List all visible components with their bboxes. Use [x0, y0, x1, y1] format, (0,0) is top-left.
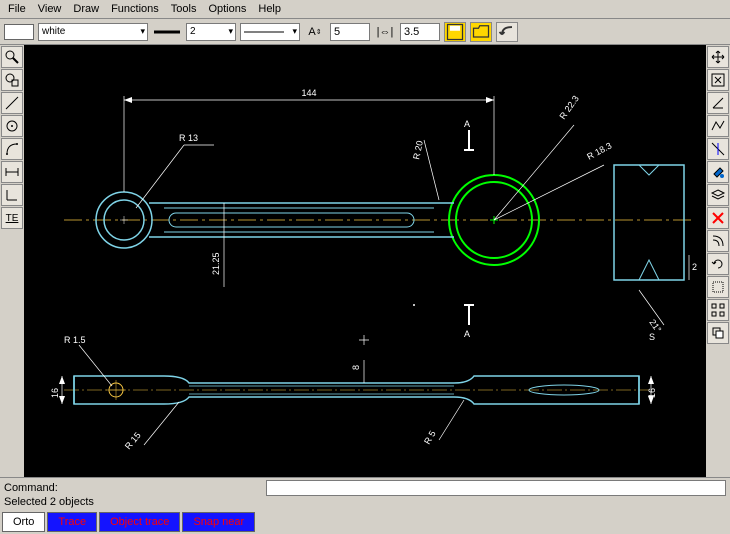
object-trace-toggle[interactable]: Object trace	[99, 512, 180, 532]
coord-tool[interactable]	[1, 184, 23, 206]
svg-text:R 15: R 15	[123, 430, 143, 451]
rotate-tool[interactable]	[707, 253, 729, 275]
dim-tool-icon: |⇔|	[374, 22, 396, 42]
command-area: Command: Selected 2 objects	[0, 477, 730, 510]
dim-height-field[interactable]: 3.5	[400, 23, 440, 41]
offset-tool[interactable]	[707, 230, 729, 252]
snap-near-toggle[interactable]: Snap near	[182, 512, 255, 532]
polyline-tool[interactable]	[707, 115, 729, 137]
zoom-window-tool[interactable]	[1, 69, 23, 91]
svg-text:R 5: R 5	[422, 429, 438, 446]
menu-help[interactable]: Help	[258, 3, 281, 15]
svg-text:16: 16	[50, 388, 60, 398]
paint-tool[interactable]	[707, 161, 729, 183]
svg-text:16: 16	[647, 388, 657, 398]
svg-text:8: 8	[351, 365, 361, 370]
svg-text:21.25: 21.25	[211, 252, 221, 275]
erase-tool[interactable]	[707, 207, 729, 229]
status-line: Selected 2 objects	[4, 496, 726, 508]
line-tool[interactable]	[1, 92, 23, 114]
trace-toggle[interactable]: Trace	[47, 512, 97, 532]
circle-tool[interactable]	[1, 115, 23, 137]
text-tool[interactable]: TE	[1, 207, 23, 229]
dimension-tool[interactable]	[1, 161, 23, 183]
menu-tools[interactable]: Tools	[171, 3, 197, 15]
menu-bar: File View Draw Functions Tools Options H…	[0, 0, 730, 19]
fillet-tool[interactable]	[707, 276, 729, 298]
svg-text:R 20: R 20	[411, 140, 425, 161]
lineweight-combo[interactable]: 2	[186, 23, 236, 41]
menu-functions[interactable]: Functions	[111, 3, 159, 15]
array-tool[interactable]	[707, 299, 729, 321]
undo-button[interactable]	[496, 22, 518, 42]
extents-tool[interactable]	[707, 69, 729, 91]
menu-file[interactable]: File	[8, 3, 26, 15]
command-input[interactable]	[266, 480, 726, 496]
menu-draw[interactable]: Draw	[73, 3, 99, 15]
menu-options[interactable]: Options	[208, 3, 246, 15]
zoom-tool[interactable]	[1, 46, 23, 68]
color-swatch[interactable]	[4, 24, 34, 40]
layer-tool[interactable]	[707, 184, 729, 206]
arc-tool[interactable]	[1, 138, 23, 160]
copy-tool[interactable]	[707, 322, 729, 344]
status-bar: Orto Trace Object trace Snap near	[0, 510, 730, 534]
svg-text:2: 2	[692, 262, 697, 272]
trim-tool[interactable]	[707, 138, 729, 160]
linetype-combo[interactable]	[240, 23, 300, 41]
color-combo[interactable]: white	[38, 23, 148, 41]
ucs-tool[interactable]	[707, 92, 729, 114]
svg-text:S: S	[649, 332, 655, 342]
pan-tool[interactable]	[707, 46, 729, 68]
properties-toolbar: white 2 A⇕ 5 |⇔| 3.5	[0, 19, 730, 45]
drawing-canvas[interactable]: 144R 13R 22.3R 18.3R 2021.25AA221°SR 1.5…	[24, 45, 706, 477]
svg-text:A: A	[464, 119, 470, 129]
text-tool-icon: A⇕	[304, 22, 326, 42]
menu-view[interactable]: View	[38, 3, 62, 15]
line-pattern-icon	[152, 24, 182, 40]
save-button[interactable]	[444, 22, 466, 42]
orto-toggle[interactable]: Orto	[2, 512, 45, 532]
svg-text:R 1.5: R 1.5	[64, 335, 86, 345]
svg-text:144: 144	[301, 88, 316, 98]
command-label: Command:	[4, 482, 58, 494]
right-toolbar	[706, 45, 730, 477]
svg-text:R 18.3: R 18.3	[585, 140, 613, 161]
svg-text:A: A	[464, 329, 470, 339]
svg-text:R 22.3: R 22.3	[557, 94, 580, 121]
left-toolbar: TE	[0, 45, 24, 477]
open-button[interactable]	[470, 22, 492, 42]
svg-text:R 13: R 13	[179, 133, 198, 143]
text-height-field[interactable]: 5	[330, 23, 370, 41]
